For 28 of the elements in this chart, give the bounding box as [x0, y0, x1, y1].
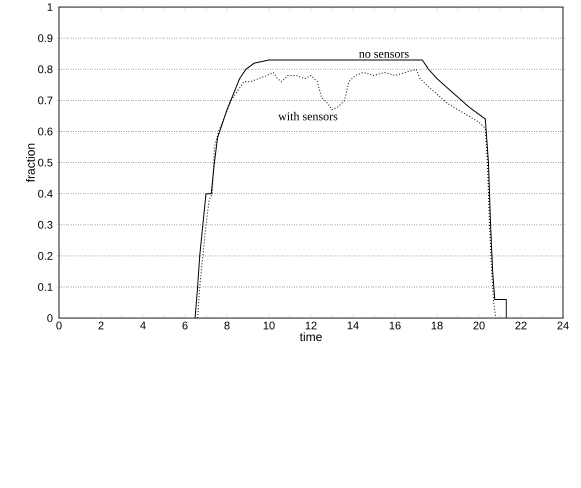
y-tick-label: 0.4 [38, 190, 53, 198]
x-tick-label: 12 [306, 322, 317, 330]
x-tick-label: 2 [98, 322, 104, 330]
x-tick-label: 0 [56, 322, 62, 330]
x-tick-label: 16 [390, 322, 401, 330]
y-axis-title: fraction [26, 144, 35, 182]
series-label: with sensors [278, 112, 338, 120]
x-axis-title: time [300, 332, 322, 342]
x-tick-label: 22 [515, 322, 527, 330]
y-tick-label: 0.2 [38, 252, 52, 260]
x-tick-label: 24 [557, 322, 569, 330]
x-tick-label: 8 [224, 322, 230, 330]
y-tick-label: 1 [48, 3, 52, 11]
x-tick-label: 4 [140, 322, 146, 330]
y-tick-label: 0.9 [38, 34, 52, 42]
series-label: no sensors [359, 52, 409, 58]
x-tick-label: 14 [348, 322, 359, 330]
y-tick-label: 0.7 [38, 96, 52, 104]
x-tick-label: 20 [473, 322, 485, 330]
x-tick-label: 6 [182, 322, 188, 330]
x-tick-label: 18 [432, 322, 443, 330]
y-tick-label: 0.8 [38, 65, 52, 74]
y-tick-label: 0.1 [38, 283, 52, 291]
y-tick-label: 0.6 [38, 128, 52, 136]
y-tick-label: 0.3 [38, 220, 52, 229]
x-tick-label: 10 [264, 322, 275, 330]
y-tick-label: 0 [47, 314, 53, 322]
y-tick-label: 0.5 [38, 158, 52, 166]
